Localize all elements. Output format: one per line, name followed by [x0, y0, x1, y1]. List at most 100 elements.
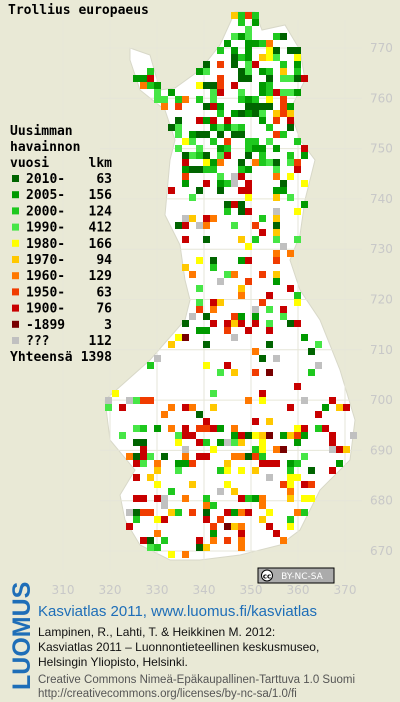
grid-square: [315, 411, 322, 418]
grid-square: [196, 187, 203, 194]
species-title: Trollius europaeus: [8, 3, 149, 18]
grid-square: [259, 68, 266, 75]
grid-square: [175, 509, 182, 516]
grid-square: [203, 152, 210, 159]
grid-square: [259, 446, 266, 453]
grid-square: [301, 481, 308, 488]
grid-square: [175, 131, 182, 138]
grid-square: [140, 439, 147, 446]
grid-square: [245, 40, 252, 47]
grid-square: [210, 124, 217, 131]
grid-square: [252, 446, 259, 453]
grid-square: [140, 460, 147, 467]
y-label: 730: [370, 242, 393, 256]
grid-square: [294, 208, 301, 215]
grid-square: [140, 75, 147, 82]
grid-square: [252, 467, 259, 474]
grid-square: [133, 453, 140, 460]
grid-square: [280, 68, 287, 75]
grid-square: [175, 222, 182, 229]
grid-square: [259, 502, 266, 509]
legend-total: 1398: [81, 350, 112, 365]
grid-square: [294, 432, 301, 439]
grid-square: [245, 145, 252, 152]
grid-square: [266, 418, 273, 425]
legend-swatch: [12, 191, 19, 199]
grid-square: [112, 390, 119, 397]
x-label: 330: [146, 583, 169, 597]
grid-square: [280, 75, 287, 82]
grid-square: [210, 523, 217, 530]
legend-heading: vuosi: [10, 156, 49, 171]
grid-square: [182, 404, 189, 411]
grid-square: [182, 152, 189, 159]
grid-square: [224, 327, 231, 334]
grid-square: [266, 509, 273, 516]
grid-square: [175, 439, 182, 446]
legend-label: 2005-: [26, 188, 65, 203]
grid-square: [245, 61, 252, 68]
grid-square: [245, 327, 252, 334]
grid-square: [210, 138, 217, 145]
grid-square: [231, 124, 238, 131]
grid-square: [175, 145, 182, 152]
grid-square: [161, 453, 168, 460]
grid-square: [252, 145, 259, 152]
grid-square: [238, 537, 245, 544]
grid-square: [280, 313, 287, 320]
grid-square: [119, 432, 126, 439]
grid-square: [266, 306, 273, 313]
grid-square: [266, 320, 273, 327]
legend-total-label: Yhteensä: [10, 350, 73, 365]
grid-square: [189, 481, 196, 488]
grid-square: [259, 439, 266, 446]
grid-square: [259, 215, 266, 222]
y-label: 770: [370, 41, 393, 55]
grid-square: [182, 236, 189, 243]
grid-square: [182, 432, 189, 439]
grid-square: [147, 537, 154, 544]
grid-square: [196, 145, 203, 152]
grid-square: [273, 355, 280, 362]
grid-square: [203, 131, 210, 138]
x-label: 310: [52, 583, 75, 597]
legend-swatch: [12, 207, 19, 215]
grid-square: [252, 40, 259, 47]
grid-square: [224, 509, 231, 516]
grid-square: [210, 103, 217, 110]
grid-square: [294, 509, 301, 516]
grid-square: [175, 103, 182, 110]
grid-square: [287, 404, 294, 411]
legend-count: 3: [104, 318, 112, 333]
grid-square: [294, 474, 301, 481]
grid-square: [231, 334, 238, 341]
grid-square: [238, 187, 245, 194]
grid-square: [182, 215, 189, 222]
grid-square: [140, 446, 147, 453]
legend-swatch: [12, 239, 19, 247]
grid-square: [238, 313, 245, 320]
grid-square: [231, 173, 238, 180]
grid-square: [252, 453, 259, 460]
grid-square: [287, 103, 294, 110]
grid-square: [147, 82, 154, 89]
legend-label: 1970-: [26, 253, 65, 268]
grid-square: [203, 117, 210, 124]
grid-square: [266, 341, 273, 348]
legend-heading: havainnon: [10, 140, 80, 155]
grid-square: [259, 453, 266, 460]
grid-square: [203, 516, 210, 523]
grid-square: [175, 460, 182, 467]
grid-square: [175, 117, 182, 124]
grid-square: [329, 446, 336, 453]
grid-square: [301, 145, 308, 152]
y-label: 690: [370, 443, 393, 457]
grid-square: [154, 516, 161, 523]
grid-square: [133, 397, 140, 404]
grid-square: [238, 68, 245, 75]
grid-square: [210, 320, 217, 327]
grid-square: [231, 47, 238, 54]
grid-square: [217, 439, 224, 446]
grid-square: [203, 425, 210, 432]
grid-square: [245, 243, 252, 250]
